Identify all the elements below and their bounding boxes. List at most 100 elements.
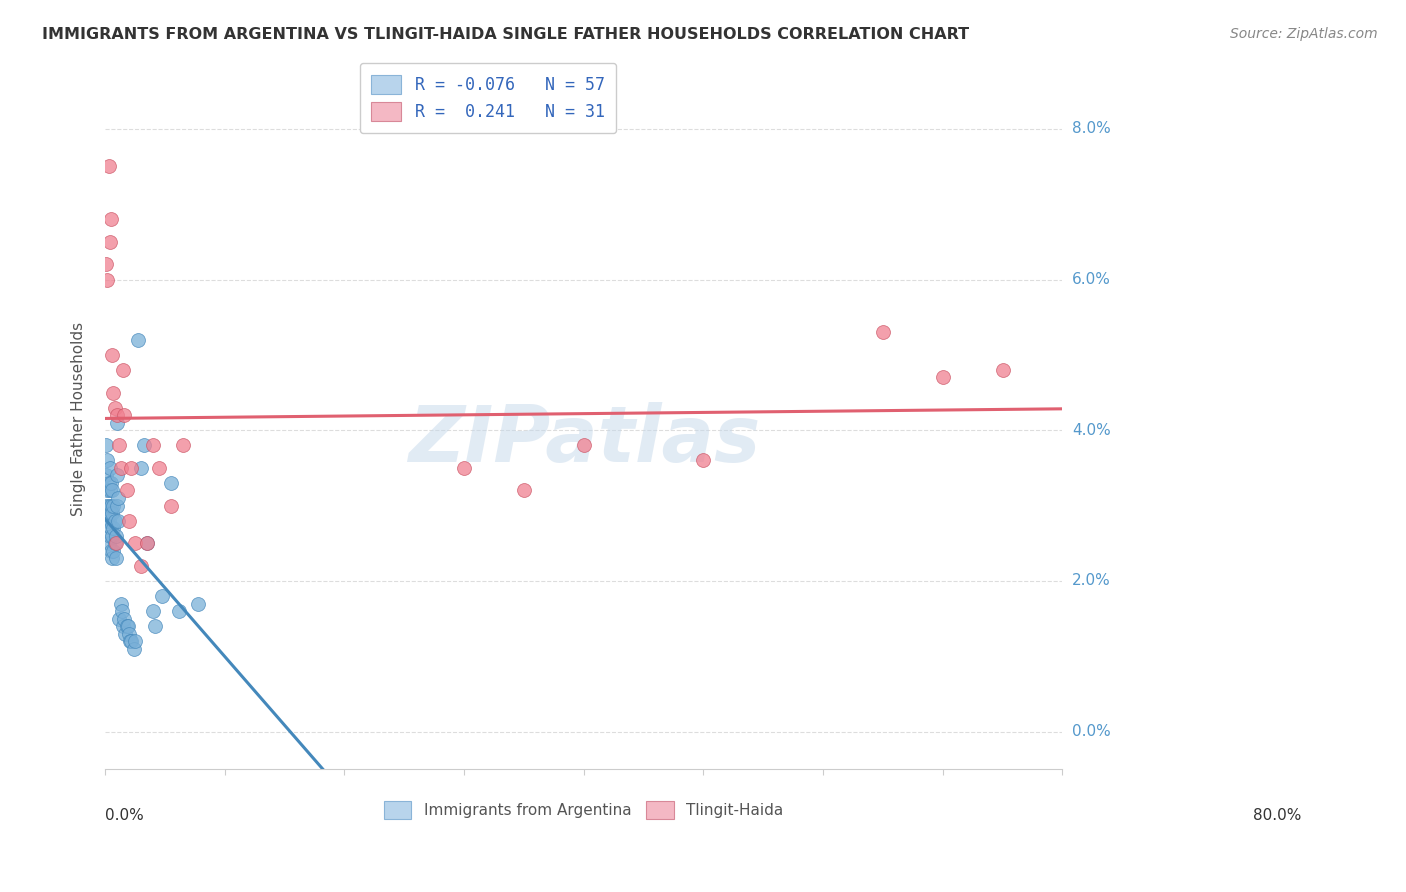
Point — [98, 483, 121, 498]
Point — [135, 536, 157, 550]
Point — [100, 475, 122, 490]
Text: 0.0%: 0.0% — [1071, 724, 1111, 739]
Point — [97, 499, 120, 513]
Point — [103, 543, 125, 558]
Point — [105, 499, 128, 513]
Text: 4.0%: 4.0% — [1071, 423, 1111, 438]
Point — [103, 521, 125, 535]
Point — [931, 370, 953, 384]
Point — [96, 499, 118, 513]
Y-axis label: Single Father Households: Single Father Households — [72, 322, 86, 516]
Point — [100, 499, 122, 513]
Point — [692, 453, 714, 467]
Point — [101, 529, 124, 543]
Point — [110, 461, 132, 475]
Point — [142, 438, 165, 452]
Text: 8.0%: 8.0% — [1071, 121, 1111, 136]
Point — [453, 461, 475, 475]
Point — [120, 634, 142, 648]
Point — [101, 551, 124, 566]
Text: ZIPatlas: ZIPatlas — [408, 402, 759, 478]
Point — [97, 160, 120, 174]
Point — [172, 438, 194, 452]
Point — [124, 634, 146, 648]
Point — [103, 499, 125, 513]
Point — [135, 536, 157, 550]
Point — [97, 536, 120, 550]
Point — [96, 453, 118, 467]
Point — [105, 416, 128, 430]
Point — [100, 212, 122, 227]
Point — [96, 438, 118, 452]
Point — [134, 438, 156, 452]
Point — [96, 483, 118, 498]
Point — [103, 536, 125, 550]
Point — [513, 483, 536, 498]
Point — [129, 558, 152, 573]
Point — [117, 619, 139, 633]
Point — [98, 235, 121, 249]
Point — [112, 611, 135, 625]
Point — [152, 589, 174, 603]
Point — [96, 514, 118, 528]
Point — [104, 551, 127, 566]
Point — [991, 363, 1014, 377]
Point — [100, 521, 122, 535]
Point — [115, 483, 138, 498]
Point — [120, 634, 142, 648]
Point — [187, 597, 209, 611]
Point — [114, 626, 136, 640]
Point — [104, 529, 127, 543]
Point — [120, 461, 142, 475]
Point — [112, 408, 135, 422]
Point — [118, 626, 141, 640]
Point — [159, 499, 181, 513]
Point — [115, 619, 138, 633]
Point — [148, 461, 170, 475]
Point — [108, 438, 131, 452]
Point — [122, 641, 145, 656]
Point — [111, 619, 134, 633]
Point — [101, 506, 124, 520]
Point — [98, 506, 121, 520]
Point — [98, 529, 121, 543]
Point — [96, 257, 118, 271]
Point — [110, 597, 132, 611]
Point — [101, 348, 124, 362]
Point — [118, 514, 141, 528]
Point — [105, 468, 128, 483]
Point — [104, 536, 127, 550]
Point — [98, 461, 121, 475]
Text: 80.0%: 80.0% — [1253, 808, 1302, 822]
Point — [872, 325, 894, 339]
Point — [129, 461, 152, 475]
Point — [159, 475, 181, 490]
Point — [111, 363, 134, 377]
Point — [572, 438, 595, 452]
Point — [143, 619, 166, 633]
Point — [103, 401, 125, 415]
Point — [96, 272, 118, 286]
Point — [101, 483, 124, 498]
Point — [128, 333, 150, 347]
Point — [142, 604, 165, 618]
Point — [103, 514, 125, 528]
Text: IMMIGRANTS FROM ARGENTINA VS TLINGIT-HAIDA SINGLE FATHER HOUSEHOLDS CORRELATION : IMMIGRANTS FROM ARGENTINA VS TLINGIT-HAI… — [42, 27, 969, 42]
Point — [103, 385, 125, 400]
Point — [97, 514, 120, 528]
Point — [107, 514, 129, 528]
Point — [167, 604, 190, 618]
Text: Source: ZipAtlas.com: Source: ZipAtlas.com — [1230, 27, 1378, 41]
Point — [124, 536, 146, 550]
Text: 0.0%: 0.0% — [105, 808, 143, 822]
Text: 6.0%: 6.0% — [1071, 272, 1111, 287]
Point — [97, 475, 120, 490]
Point — [100, 543, 122, 558]
Text: 2.0%: 2.0% — [1071, 574, 1111, 589]
Point — [108, 611, 131, 625]
Point — [107, 491, 129, 505]
Point — [96, 468, 118, 483]
Legend: Immigrants from Argentina, Tlingit-Haida: Immigrants from Argentina, Tlingit-Haida — [378, 795, 790, 825]
Point — [105, 408, 128, 422]
Point — [111, 604, 134, 618]
